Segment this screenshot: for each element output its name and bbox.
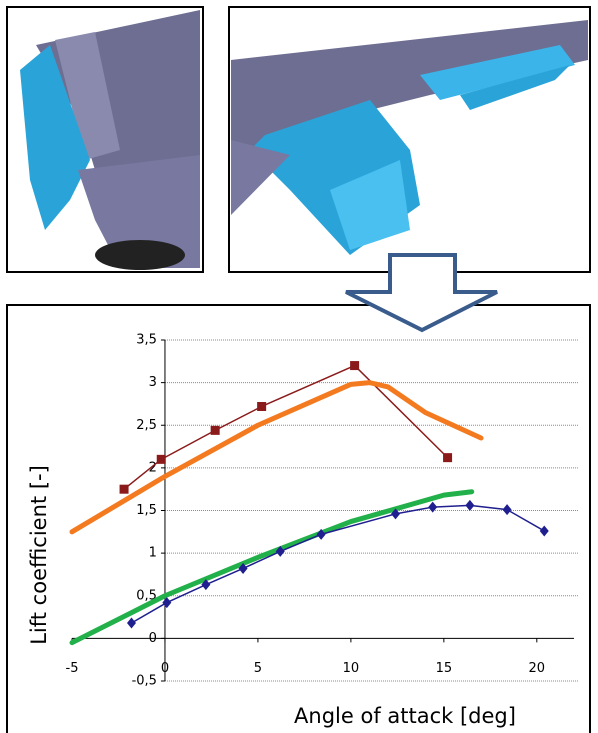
y-tick-label: 3: [149, 375, 157, 390]
x-tick-label: -5: [66, 661, 79, 676]
marker: [120, 485, 129, 494]
x-tick-label: 10: [343, 661, 360, 676]
x-axis-title: Angle of attack [deg]: [294, 704, 516, 728]
x-tick-label: 5: [254, 661, 262, 676]
y-tick-label: 2,5: [136, 418, 157, 433]
y-tick-label: 1,5: [136, 503, 157, 518]
marker: [211, 426, 220, 435]
x-tick-label: 15: [436, 661, 453, 676]
y-axis-title: Lift coefficient [-]: [27, 465, 51, 645]
render-right: [229, 7, 590, 272]
page: {"chart_data": {"type": "line", "xlabel"…: [0, 0, 598, 733]
marker: [443, 453, 452, 462]
x-tick-label: 20: [529, 661, 546, 676]
render-left: [7, 7, 203, 272]
y-tick-label: 1: [149, 546, 157, 561]
y-tick-label: -0,5: [132, 674, 157, 689]
marker: [157, 455, 166, 464]
marker: [257, 402, 266, 411]
y-tick-label: 3,5: [136, 333, 157, 348]
marker: [350, 361, 359, 370]
figure: -0,500,511,522,533,5-505101520 Angle of …: [0, 0, 598, 733]
